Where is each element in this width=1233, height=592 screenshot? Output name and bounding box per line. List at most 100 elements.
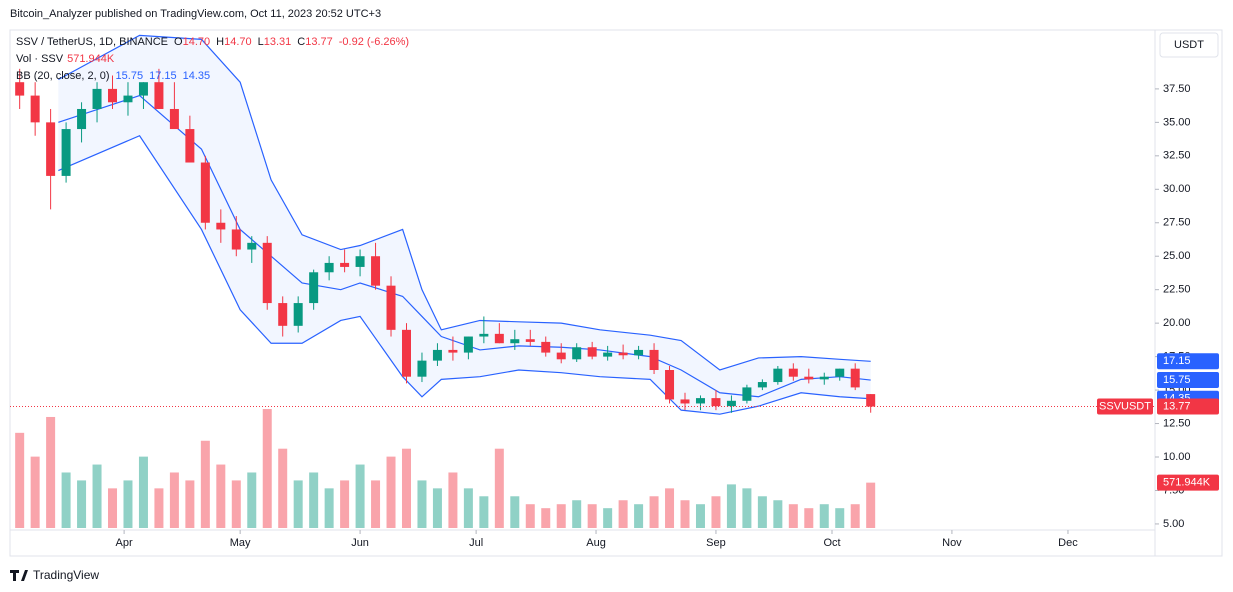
candle-body <box>200 162 210 223</box>
candle-body <box>788 368 798 377</box>
candle-body <box>108 88 118 103</box>
y-tick-label: 10.00 <box>1163 451 1191 463</box>
y-tick-label: 5.00 <box>1163 518 1184 530</box>
candle-body <box>773 368 783 383</box>
candle-body <box>541 341 551 353</box>
volume-bar <box>401 448 411 528</box>
candle-body <box>309 272 319 304</box>
volume-bar <box>541 508 551 528</box>
bb-middle-tag-label: 15.75 <box>1163 374 1191 386</box>
symbol-tag <box>1097 398 1153 415</box>
volume-bar <box>293 480 303 528</box>
volume-bar <box>773 500 783 528</box>
band-line <box>58 34 871 371</box>
volume-bar <box>247 472 257 528</box>
candle-body <box>804 376 814 380</box>
candle-body <box>510 339 520 344</box>
volume-bar <box>30 456 40 528</box>
candle-body <box>525 339 535 342</box>
ohlc-value: 13.31 <box>264 36 292 48</box>
logo-icon <box>10 570 28 581</box>
candle-body <box>711 398 721 407</box>
volume-bar <box>742 488 752 528</box>
candle-body <box>216 222 226 230</box>
candle-body <box>138 82 148 96</box>
y-tick-label: 30.00 <box>1163 183 1191 195</box>
volume-bar <box>463 488 473 528</box>
ohlc-key: O <box>174 36 183 48</box>
volume-bar <box>216 464 226 528</box>
volume-bar <box>572 500 582 528</box>
ohlc-value: 14.70 <box>183 36 211 48</box>
volume-bar <box>340 480 350 528</box>
candle-body <box>169 108 179 130</box>
bb-upper-tag-label: 17.15 <box>1163 355 1191 367</box>
volume-bar <box>448 472 458 528</box>
y-tick-label: 20.00 <box>1163 317 1191 329</box>
candle-body <box>448 349 458 353</box>
volume-bar <box>123 480 133 528</box>
y-tick-label: 32.50 <box>1163 150 1191 162</box>
volume-bar <box>695 504 705 528</box>
candle-body <box>665 370 675 400</box>
volume-bar <box>835 508 845 528</box>
candle-body <box>634 349 644 356</box>
volume-bar <box>432 488 442 528</box>
volume-bar <box>819 504 829 528</box>
ohlc-key: C <box>297 36 305 48</box>
candle-body <box>587 347 597 357</box>
volume-bar <box>804 508 814 528</box>
volume-title: Vol · SSV <box>16 53 64 65</box>
x-tick-label: May <box>230 537 251 549</box>
candle-body <box>324 262 334 273</box>
y-tick-label: 12.50 <box>1163 417 1191 429</box>
volume-bar <box>649 496 659 528</box>
currency-button[interactable] <box>1159 32 1219 58</box>
candle-body <box>15 82 25 96</box>
candle-body <box>355 256 365 267</box>
legend-volume: Vol · SSV 571.944K <box>16 53 115 65</box>
y-tick-label: 37.50 <box>1163 83 1191 95</box>
volume-bar <box>510 496 520 528</box>
volume-bar <box>371 480 381 528</box>
candle-body <box>680 399 690 404</box>
volume-bar <box>726 484 736 528</box>
candle-body <box>618 352 628 356</box>
published-line: Bitcoin_Analyzer published on TradingVie… <box>10 8 381 20</box>
volume-bar <box>680 500 690 528</box>
candle-body <box>92 88 102 109</box>
volume-bar <box>138 456 148 528</box>
volume-bar <box>494 448 504 528</box>
candle-body <box>340 262 350 267</box>
bb-upper-tag <box>1157 353 1219 370</box>
band-line <box>58 134 871 415</box>
candle-body <box>432 349 442 361</box>
ohlc-value: 13.77 <box>305 36 333 48</box>
volume-bar <box>278 448 288 528</box>
bb-value: 15.75 <box>116 70 144 82</box>
legend-bb: BB (20, close, 2, 0) 15.75 17.15 14.35 <box>16 70 210 82</box>
x-tick-label: Sep <box>706 537 726 549</box>
candle-body <box>494 333 504 344</box>
volume-bar <box>46 416 56 528</box>
volume-bar <box>757 496 767 528</box>
x-tick-label: Jun <box>351 537 369 549</box>
volume-bar <box>309 472 319 528</box>
candle-body <box>742 387 752 401</box>
volume-bar <box>324 488 334 528</box>
bb-value: 17.15 <box>149 70 177 82</box>
candle-body <box>649 349 659 370</box>
ohlc-value: 14.70 <box>224 36 252 48</box>
currency-label[interactable]: USDT <box>1174 39 1204 51</box>
x-tick-label: Dec <box>1058 537 1078 549</box>
volume-bar <box>200 440 210 528</box>
candle-body <box>231 229 241 250</box>
x-tick-label: Apr <box>116 537 133 549</box>
volume-bar <box>15 432 25 528</box>
candle-body <box>479 333 489 337</box>
candle-body <box>247 242 257 250</box>
volume-bar <box>386 456 396 528</box>
y-tick-label: 35.00 <box>1163 116 1191 128</box>
candle-body <box>185 129 195 163</box>
change: -0.92 (-6.26%) <box>339 36 409 48</box>
